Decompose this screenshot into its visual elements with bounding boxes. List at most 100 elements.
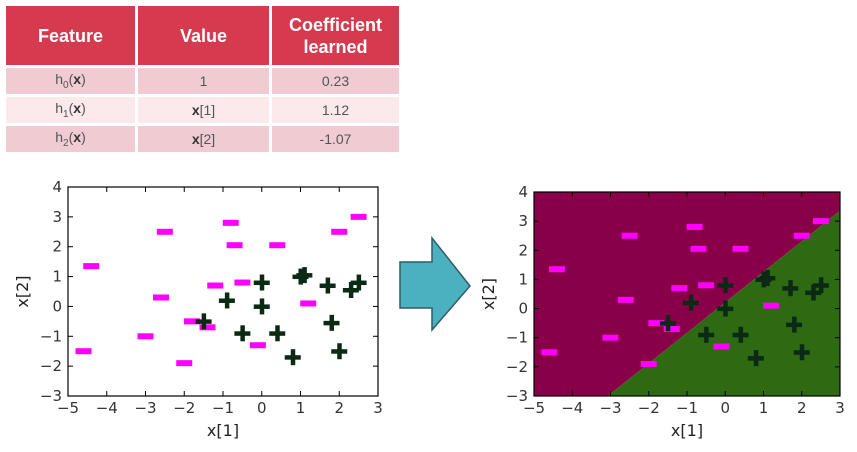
minus-marker (812, 218, 829, 225)
minus-marker (732, 245, 749, 252)
y-tick-label: 4 (518, 183, 528, 201)
paren-open: ( (68, 100, 74, 117)
plus-marker (342, 282, 359, 299)
y-tick-label: −2 (506, 358, 528, 376)
y-tick-label: −3 (506, 387, 528, 405)
right-arrow-icon (399, 235, 471, 333)
y-axis-label: x[2] (479, 278, 498, 310)
feature-argument: x (73, 100, 82, 117)
feature-subscript: 2 (63, 137, 69, 149)
minus-marker (300, 300, 317, 307)
minus-marker (698, 282, 715, 289)
minus-marker (156, 228, 173, 235)
minus-marker (207, 282, 224, 289)
x-tick-label: −5 (57, 399, 79, 417)
minus-marker (793, 232, 810, 239)
feature-cell: h0(x) (6, 68, 135, 94)
x-tick-label: 1 (296, 399, 306, 417)
minus-marker (269, 242, 286, 249)
minus-marker (663, 325, 680, 332)
table-row: h1(x) x[1] 1.12 (6, 97, 399, 123)
plus-marker (732, 326, 749, 343)
plus-marker (717, 277, 734, 294)
plot-background (68, 187, 378, 396)
table-header-row: Feature Value Coefficient learned (6, 6, 399, 65)
plus-marker (793, 344, 810, 361)
plus-bar-v (224, 292, 230, 309)
x-tick-label: 2 (334, 399, 344, 417)
plus-marker (805, 284, 822, 301)
plus-bar-v (348, 282, 354, 299)
plus-marker (253, 274, 270, 291)
minus-marker (690, 245, 707, 252)
plus-marker (284, 349, 301, 366)
minus-marker (75, 348, 92, 355)
paren-close: ) (81, 71, 86, 88)
y-tick-label: 4 (52, 178, 62, 196)
minus-marker (617, 296, 634, 303)
feature-subscript: 0 (63, 79, 69, 91)
feature-cell: h1(x) (6, 97, 135, 123)
plus-bar-v (665, 315, 671, 332)
x-tick-label: 2 (797, 399, 807, 417)
x-tick-label: 3 (835, 399, 845, 417)
minus-marker (249, 342, 266, 349)
x-tick-label: 3 (373, 399, 383, 417)
x-tick-label: −3 (599, 399, 621, 417)
minus-marker (331, 228, 348, 235)
x-tick-label: −2 (173, 399, 195, 417)
plus-marker (698, 326, 715, 343)
plus-bar-v (240, 325, 245, 342)
minus-marker (671, 285, 688, 292)
x-tick-label: 0 (257, 399, 267, 417)
plus-marker (323, 314, 340, 331)
minus-marker (226, 242, 243, 249)
plus-marker (759, 269, 776, 286)
y-tick-label: 2 (518, 241, 528, 259)
x-tick-label: 1 (759, 399, 769, 417)
x-tick-label: −2 (638, 399, 660, 417)
y-tick-label: 3 (52, 208, 62, 226)
y-tick-label: 1 (52, 268, 62, 286)
plus-bar-v (792, 316, 797, 333)
coefficient-cell: -1.07 (272, 126, 399, 152)
plus-marker (782, 280, 799, 297)
paren-close: ) (81, 100, 86, 117)
value-cell: 1 (138, 68, 269, 94)
plus-marker (717, 300, 734, 317)
minus-marker (184, 318, 200, 325)
header-value: Value (138, 6, 269, 65)
plus-bar-v (275, 325, 280, 342)
plus-bar-v (329, 314, 334, 331)
x-axis-label: x[1] (207, 421, 239, 440)
coefficient-cell: 1.12 (272, 97, 399, 123)
plus-bar-v (738, 326, 744, 343)
x-tick-label: −4 (96, 399, 118, 417)
y-tick-label: 0 (518, 300, 528, 318)
plus-marker (747, 350, 764, 367)
y-tick-label: −1 (506, 329, 528, 347)
header-coefficient: Coefficient learned (272, 6, 399, 65)
minus-marker (83, 263, 100, 270)
y-tick-label: −3 (40, 387, 62, 405)
plus-bar-v (688, 294, 694, 311)
paren-open: ( (68, 129, 74, 146)
value-index: [2] (199, 131, 216, 147)
y-tick-label: 3 (518, 212, 528, 230)
feature-cell: h2(x) (6, 126, 135, 152)
table-row: h2(x) x[2] -1.07 (6, 126, 399, 152)
minus-marker (713, 343, 730, 350)
feature-subscript: 1 (63, 108, 69, 120)
plus-bar-v (788, 280, 793, 297)
plus-marker (812, 277, 829, 294)
plus-bar-v (765, 269, 770, 286)
minus-marker (137, 333, 154, 340)
scatter-plot-left: −5 −4 −3 −2 −1 0 1 2 3 −3 −2 −1 0 1 2 3 4 x[1] x[2] (13, 178, 383, 440)
value-vector: x (191, 102, 200, 118)
x-tick-label: 0 (720, 399, 730, 417)
plus-marker (218, 292, 235, 309)
y-tick-label: 2 (52, 238, 62, 256)
y-tick-label: 1 (518, 270, 528, 288)
plus-marker (269, 325, 286, 342)
